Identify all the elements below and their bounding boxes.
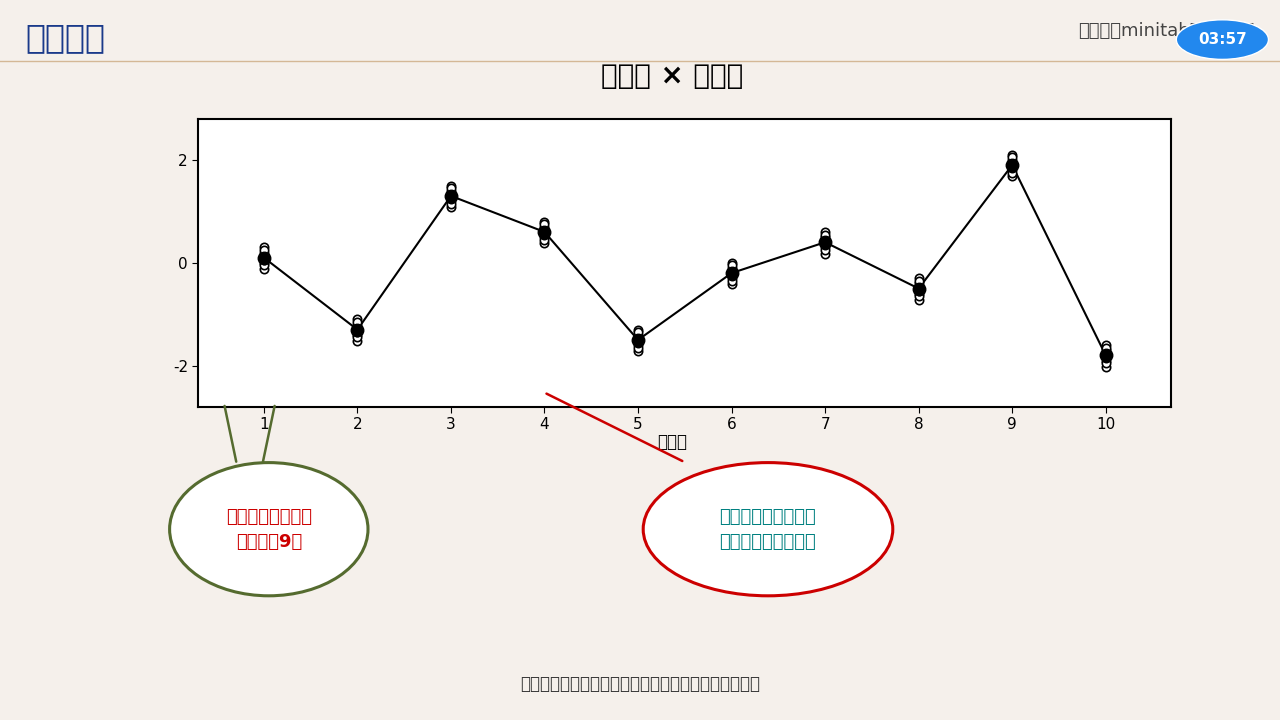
Text: 每组数值里面的几个
数值应该是大致相等: 每组数值里面的几个 数值应该是大致相等 xyxy=(719,508,817,551)
Text: 测里值 × 零件号: 测里值 × 零件号 xyxy=(600,62,744,89)
Text: 用例子把minitab的使用变简单: 用例子把minitab的使用变简单 xyxy=(1078,22,1254,40)
Text: 零件号: 零件号 xyxy=(657,433,687,451)
Text: 方差分析: 方差分析 xyxy=(26,22,105,55)
Text: 一个零件被三个人
共测量了9次: 一个零件被三个人 共测量了9次 xyxy=(225,508,312,551)
Text: 03:57: 03:57 xyxy=(1198,32,1247,47)
Text: 分析操作员在测量一组零件时，几个测量值是否有差异: 分析操作员在测量一组零件时，几个测量值是否有差异 xyxy=(520,675,760,693)
